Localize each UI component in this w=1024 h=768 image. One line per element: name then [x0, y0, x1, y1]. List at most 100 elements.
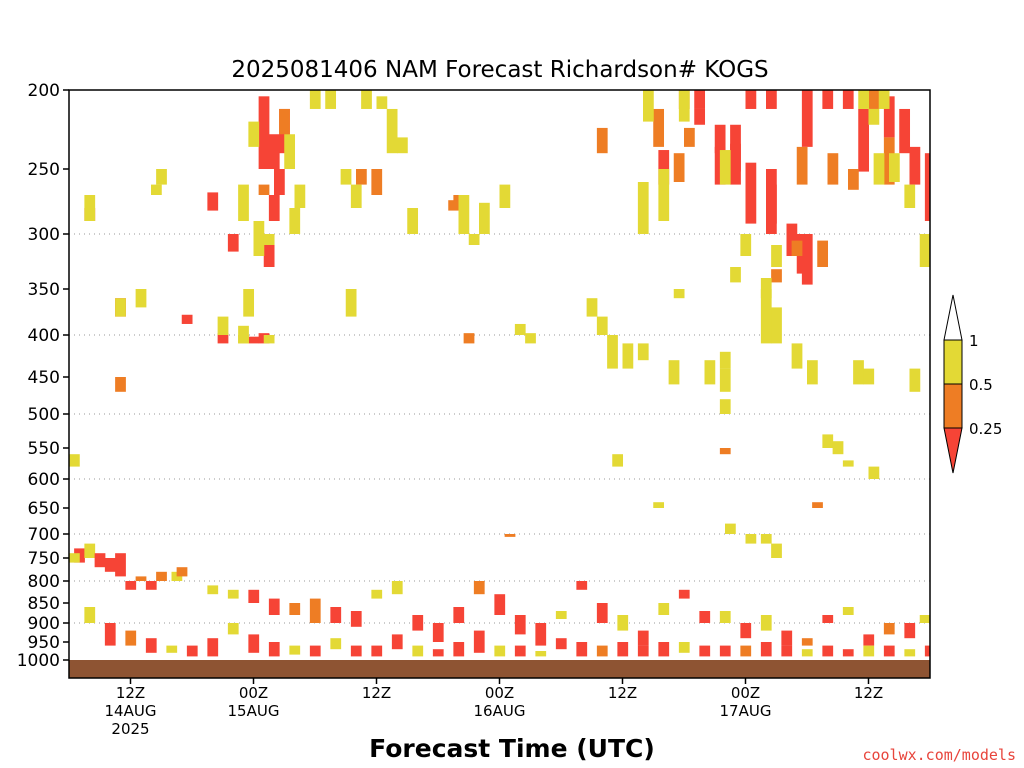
ri-cell — [84, 607, 96, 623]
ri-cell — [781, 630, 793, 646]
ri-cell — [115, 298, 126, 317]
ri-cell — [714, 124, 726, 154]
ri-cell — [771, 269, 782, 283]
ri-cell — [309, 90, 321, 109]
ri-cell — [801, 90, 813, 147]
ri-cell — [407, 208, 419, 234]
ri-cell — [104, 623, 116, 646]
ri-cell — [596, 645, 608, 657]
ri-cell — [345, 289, 357, 317]
ri-cell — [514, 323, 526, 335]
ri-cell — [330, 638, 342, 650]
ri-cell — [919, 615, 930, 623]
x-tick-label: 12Z — [854, 684, 883, 702]
ri-cell — [514, 615, 526, 635]
ri-cell — [69, 553, 80, 563]
data-cells — [69, 90, 930, 657]
ri-cell — [909, 368, 921, 392]
ri-cell — [904, 623, 916, 639]
ri-cell — [248, 589, 260, 603]
ri-cell — [309, 645, 321, 657]
ri-cell — [350, 611, 362, 627]
ri-cell — [658, 642, 670, 657]
ri-cell — [637, 343, 649, 361]
ri-cell — [868, 466, 880, 479]
ri-cell — [115, 553, 126, 577]
ri-cell — [822, 90, 834, 109]
ri-cell — [397, 137, 408, 154]
ri-cell — [883, 623, 895, 635]
chart-title: 2025081406 NAM Forecast Richardson# KOGS — [231, 57, 768, 83]
ri-cell — [801, 649, 813, 657]
ri-cell — [525, 333, 536, 344]
x-tick-label: 00Z — [485, 684, 514, 702]
ri-cell — [622, 343, 634, 369]
ri-cell — [771, 307, 782, 344]
ri-cell — [842, 607, 854, 615]
ri-cell — [207, 585, 219, 595]
y-tick-label: 450 — [28, 368, 60, 388]
ri-cell — [350, 184, 362, 208]
ri-cell — [391, 581, 403, 595]
ri-cell — [473, 630, 485, 653]
ri-cell — [535, 623, 547, 646]
ri-cell — [371, 645, 383, 657]
ri-cell — [473, 581, 485, 595]
ri-cell — [883, 645, 895, 657]
ri-cell — [350, 645, 362, 657]
colorbar-label: 1 — [969, 332, 979, 350]
y-tick-label: 550 — [28, 439, 60, 459]
ri-cell — [617, 642, 629, 657]
ri-cell — [145, 581, 157, 590]
ri-cell — [878, 90, 890, 109]
ri-cell — [268, 134, 280, 169]
ri-cell — [760, 642, 772, 657]
ri-cell — [263, 335, 275, 344]
ri-cell — [448, 200, 460, 211]
ri-cell — [576, 581, 588, 590]
ri-cell — [863, 634, 875, 646]
ri-cell — [725, 523, 736, 534]
ri-cell — [596, 603, 608, 623]
y-tick-label: 250 — [28, 160, 60, 180]
x-tick-label: 14AUG — [105, 702, 157, 720]
ri-cell — [268, 598, 280, 615]
ri-cell — [289, 645, 301, 655]
ri-cell — [238, 184, 249, 221]
x-tick-label: 12Z — [608, 684, 637, 702]
ri-cell — [858, 108, 870, 172]
ri-cell — [340, 169, 352, 185]
surface-layer — [69, 660, 930, 678]
ri-cell — [494, 645, 506, 657]
ri-cell — [730, 143, 741, 185]
ri-cell — [719, 351, 731, 369]
ri-cell — [678, 90, 690, 122]
ri-cell — [858, 90, 870, 109]
ri-cell — [458, 195, 470, 234]
ri-cell — [376, 96, 388, 109]
y-tick-label: 900 — [28, 614, 60, 634]
ri-cell — [612, 454, 624, 467]
ri-cell — [653, 108, 665, 147]
ri-cell — [248, 634, 260, 653]
ri-cell — [453, 607, 465, 623]
ri-cell — [186, 645, 198, 657]
ri-cell — [853, 360, 864, 385]
ri-cell — [371, 589, 383, 599]
colorbar-bin-mid — [943, 383, 963, 429]
ri-cell — [668, 360, 680, 385]
ri-cell — [796, 146, 808, 185]
colorbar-label: 0.25 — [969, 420, 1002, 438]
ri-cell — [740, 623, 752, 639]
ri-cell — [576, 642, 588, 657]
ri-cell — [279, 108, 290, 135]
ri-cell — [760, 615, 772, 631]
ri-cell — [791, 343, 803, 369]
ri-cell — [694, 108, 706, 125]
ri-cell — [801, 234, 813, 285]
x-tick-label: 00Z — [731, 684, 760, 702]
ri-cell — [499, 184, 511, 208]
ri-cell — [868, 108, 880, 125]
x-tick-label: 17AUG — [720, 702, 772, 720]
colorbar-legend: 1 0.5 0.25 — [943, 294, 1002, 474]
